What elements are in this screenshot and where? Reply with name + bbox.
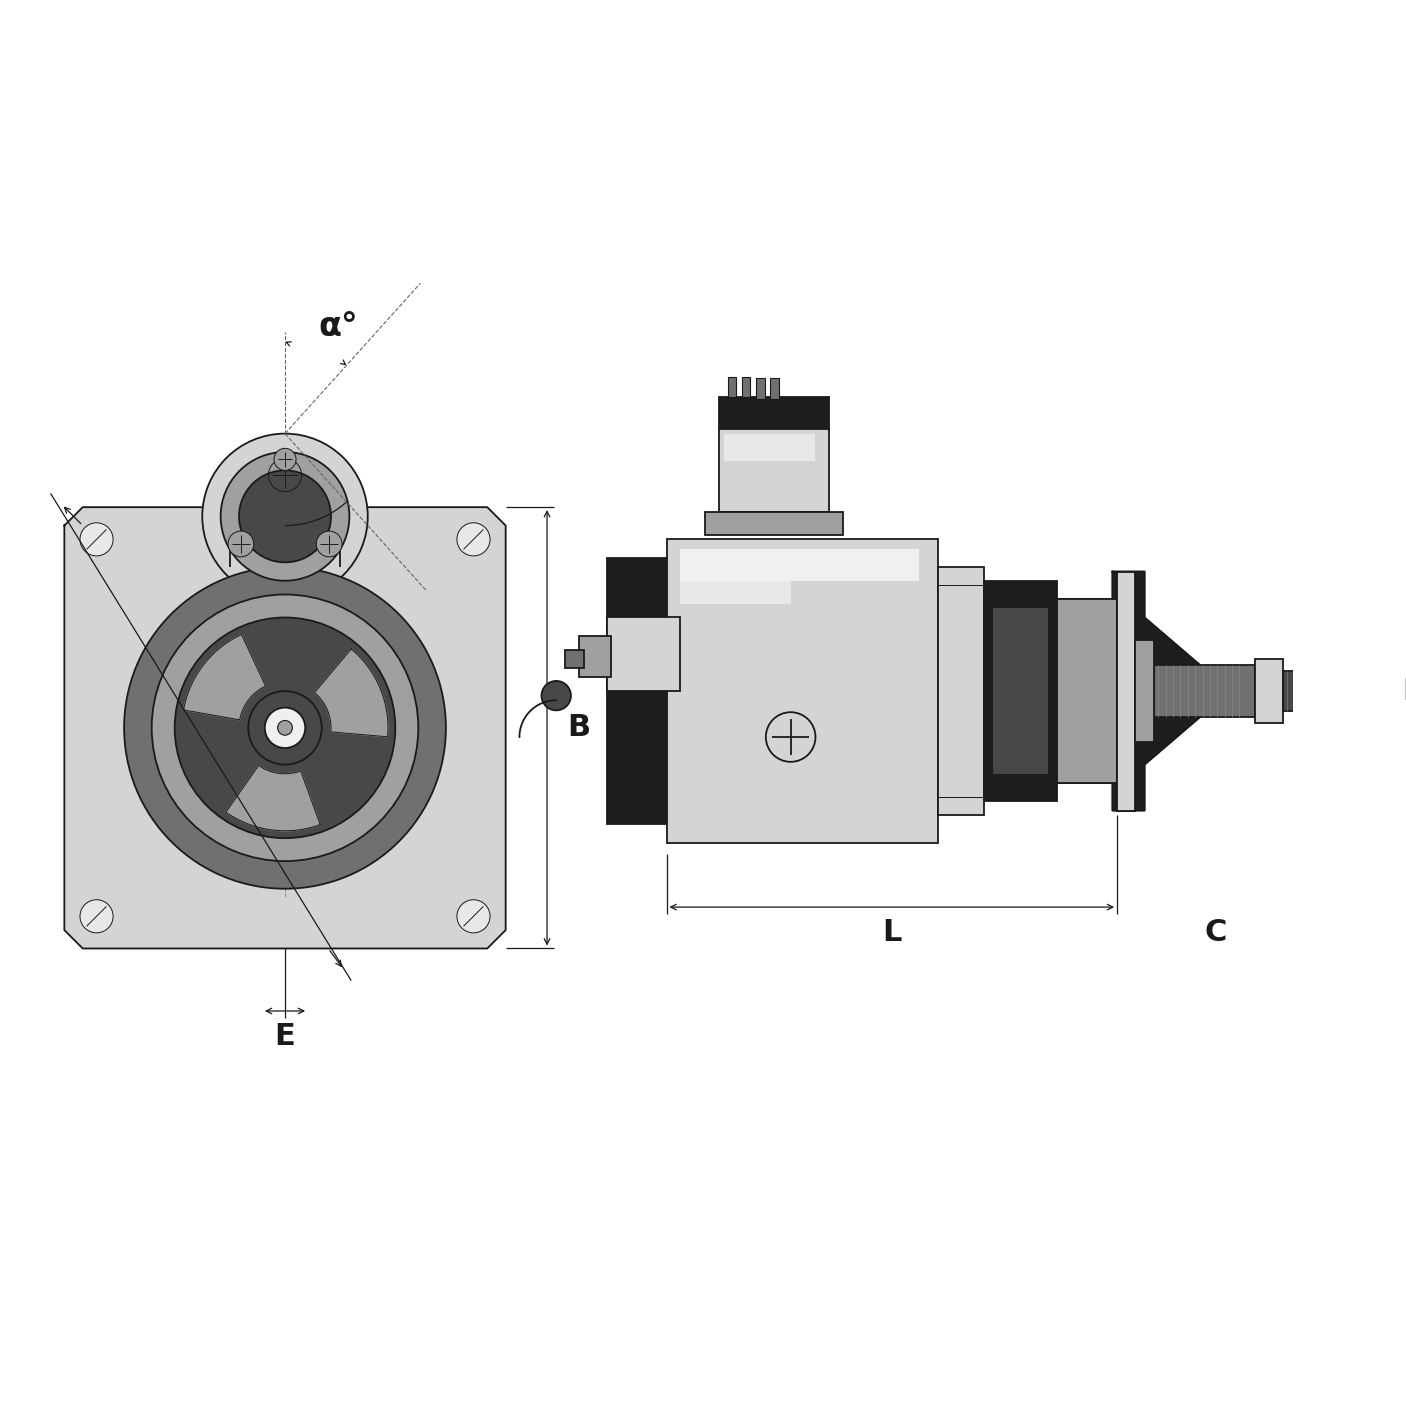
Circle shape: [124, 567, 446, 889]
Bar: [565, 650, 583, 668]
Text: D: D: [1402, 676, 1406, 706]
Bar: [1154, 665, 1256, 717]
Circle shape: [202, 433, 368, 599]
Bar: [938, 567, 984, 815]
Bar: [984, 581, 1057, 801]
Bar: [1256, 659, 1282, 723]
Polygon shape: [184, 634, 266, 720]
Bar: [718, 396, 830, 429]
Bar: [706, 512, 844, 534]
Bar: [1351, 664, 1368, 718]
Bar: [681, 548, 790, 603]
Circle shape: [457, 523, 491, 555]
Polygon shape: [226, 765, 321, 831]
Bar: [993, 609, 1047, 773]
Circle shape: [228, 531, 253, 557]
Bar: [755, 378, 765, 399]
Text: A: A: [163, 723, 187, 752]
Circle shape: [316, 531, 342, 557]
Text: E: E: [274, 1022, 295, 1052]
Bar: [718, 429, 830, 512]
Bar: [666, 540, 938, 842]
Bar: [742, 377, 751, 396]
Circle shape: [80, 900, 112, 932]
Circle shape: [274, 449, 297, 471]
Bar: [681, 548, 920, 581]
Circle shape: [277, 720, 292, 735]
Bar: [1057, 599, 1116, 783]
Bar: [1136, 641, 1154, 741]
Bar: [1057, 599, 1116, 783]
Circle shape: [221, 451, 349, 581]
Polygon shape: [1112, 571, 1209, 811]
Polygon shape: [315, 650, 388, 737]
Bar: [1116, 571, 1136, 811]
Text: B: B: [567, 713, 591, 742]
Text: C: C: [1205, 918, 1227, 948]
Bar: [1282, 671, 1351, 711]
Circle shape: [239, 471, 330, 562]
Bar: [607, 558, 666, 824]
Circle shape: [174, 617, 395, 838]
Text: α°: α°: [319, 309, 359, 343]
Text: L: L: [882, 918, 901, 948]
Circle shape: [541, 681, 571, 710]
Bar: [1136, 641, 1154, 741]
Polygon shape: [65, 508, 506, 949]
Circle shape: [457, 900, 491, 932]
Bar: [579, 636, 612, 678]
Bar: [724, 433, 815, 461]
Circle shape: [249, 690, 322, 765]
Bar: [769, 378, 779, 399]
Bar: [1116, 571, 1136, 811]
Circle shape: [152, 595, 419, 860]
Circle shape: [264, 707, 305, 748]
Bar: [607, 617, 681, 690]
Circle shape: [80, 523, 112, 555]
Bar: [728, 377, 737, 396]
